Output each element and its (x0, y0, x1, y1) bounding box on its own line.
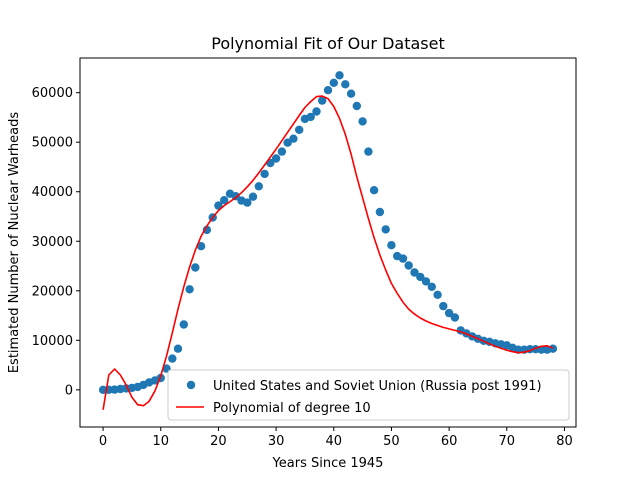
scatter-point (196, 242, 206, 251)
y-axis-label: Estimated Number of Nuclear Warheads (7, 112, 22, 374)
scatter-point (214, 201, 223, 210)
scatter-point (168, 354, 177, 363)
y-axis: 0 10000 20000 30000 40000 50000 60000 (32, 86, 80, 398)
scatter-point (271, 154, 281, 163)
scatter-point (329, 78, 338, 88)
scatter-point (439, 301, 448, 311)
x-tick-label: 10 (152, 434, 169, 449)
x-tick-label: 60 (441, 434, 458, 449)
x-tick-label: 80 (556, 434, 573, 449)
scatter-point (427, 282, 436, 291)
scatter-point (220, 196, 229, 205)
scatter-point (179, 320, 188, 329)
x-tick-label: 40 (325, 434, 342, 449)
scatter-point (375, 207, 385, 217)
scatter-point (306, 112, 315, 122)
scatter-point (548, 344, 558, 353)
polynomial-fit-line (102, 95, 554, 410)
scatter-point (295, 125, 304, 134)
scatter-point (173, 344, 183, 353)
scatter-point (421, 277, 431, 286)
scatter-point (352, 101, 361, 111)
x-tick-label: 70 (499, 434, 516, 449)
y-tick-label: 50000 (32, 136, 73, 151)
scatter-point (404, 261, 413, 270)
scatter-point (312, 107, 321, 116)
axes-frame (79, 57, 577, 428)
legend-scatter-marker (186, 380, 196, 390)
scatter-point (433, 290, 442, 299)
x-tick-label: 0 (99, 434, 107, 449)
scatter-point (323, 86, 333, 95)
scatter-point (369, 186, 379, 195)
legend-box (167, 369, 570, 421)
scatter-point (341, 80, 350, 89)
scatter-point (185, 285, 194, 294)
x-axis-label: Years Since 1945 (272, 456, 384, 471)
scatter-point (410, 268, 419, 277)
scatter-point (243, 198, 252, 207)
scatter-point (398, 254, 408, 263)
scatter-point (191, 263, 200, 272)
scatter-point (254, 182, 263, 191)
y-tick-label: 30000 (32, 235, 73, 250)
scatter-point (335, 71, 344, 80)
scatter-point (248, 192, 258, 201)
y-tick-label: 10000 (32, 334, 73, 349)
scatter-point (277, 147, 287, 156)
x-tick-label: 50 (383, 434, 400, 449)
legend: United States and Soviet Union (Russia p… (167, 369, 570, 421)
scatter-point (318, 96, 327, 105)
legend-label-scatter: United States and Soviet Union (Russia p… (213, 379, 542, 394)
y-tick-label: 0 (65, 383, 73, 398)
y-tick-label: 60000 (32, 86, 73, 101)
scatter-point (358, 117, 367, 126)
chart-title: Polynomial Fit of Our Dataset (211, 34, 444, 53)
legend-label-line: Polynomial of degree 10 (213, 401, 371, 416)
x-axis: 0 10 20 30 40 50 60 70 80 (99, 427, 573, 449)
x-tick-label: 20 (210, 434, 227, 449)
scatter-point (450, 313, 460, 322)
scatter-point (364, 147, 373, 156)
y-tick-label: 20000 (32, 284, 73, 299)
scatter-point (381, 225, 390, 234)
scatter-point (416, 272, 425, 282)
scatter-point (260, 169, 269, 179)
scatter-point (387, 241, 396, 250)
x-tick-label: 30 (268, 434, 285, 449)
scatter-point (346, 89, 356, 98)
scatter-point (444, 308, 454, 318)
scatter-point (289, 134, 298, 143)
y-tick-label: 40000 (32, 185, 73, 200)
scatter-point (202, 225, 212, 235)
